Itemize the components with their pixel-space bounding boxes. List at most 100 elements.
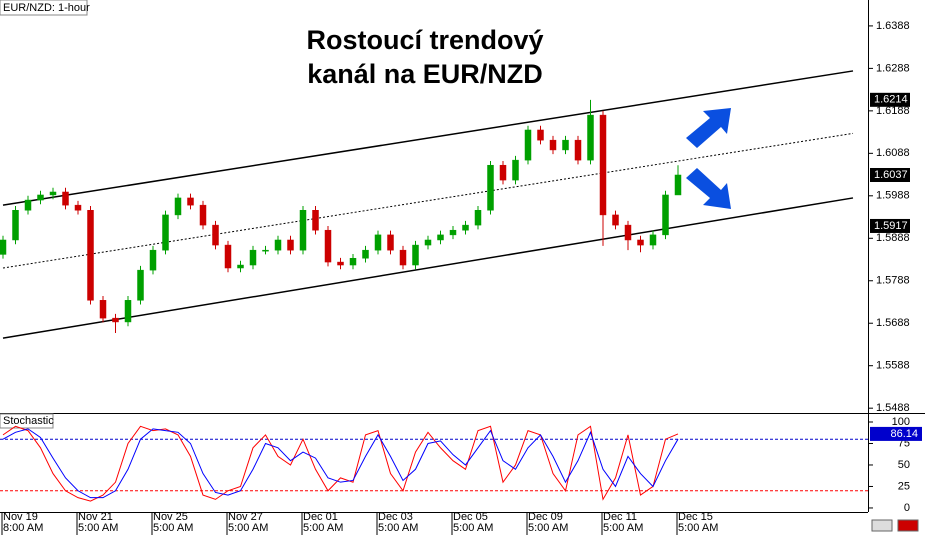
- candle-body: [637, 239, 644, 246]
- candle-body: [424, 239, 432, 246]
- candle-body: [624, 224, 632, 241]
- candle-body: [449, 229, 457, 236]
- candle-body: [512, 159, 519, 181]
- channel-line: [2, 197, 854, 339]
- candle-body: [374, 234, 382, 251]
- arrow-down: [686, 168, 731, 209]
- candle-body: [237, 264, 244, 269]
- candle-body: [587, 114, 594, 161]
- price-label: 1.5917: [874, 220, 908, 232]
- candle-body: [137, 269, 144, 301]
- x-tick-label: Dec 15: [678, 511, 713, 523]
- y-tick-label: 0: [904, 502, 910, 514]
- candle-body: [324, 229, 332, 263]
- candle-body: [112, 317, 119, 323]
- candle-body: [649, 234, 657, 246]
- chart-title: Rostoucí trendový: [306, 25, 543, 55]
- candle-body: [274, 239, 282, 251]
- candle-body: [612, 214, 619, 226]
- value-label: 86.14: [890, 428, 918, 440]
- x-tick-label: Dec 11: [603, 511, 637, 523]
- candle-body: [212, 224, 219, 246]
- candle-body: [349, 257, 357, 266]
- scroll-button[interactable]: [897, 519, 919, 532]
- x-tick-label: 5:00 AM: [153, 522, 193, 534]
- candle-body: [0, 239, 7, 255]
- candle-body: [149, 249, 157, 271]
- candle-body: [312, 209, 319, 231]
- y-tick-label: 50: [898, 459, 910, 471]
- symbol-label: EUR/NZD: 1-hour: [3, 2, 90, 14]
- indicator-box: [0, 413, 54, 429]
- x-tick-label: 5:00 AM: [78, 522, 118, 534]
- candle-body: [437, 234, 444, 241]
- candle-body: [199, 204, 207, 226]
- x-tick-label: Nov 21: [78, 511, 113, 523]
- candle-body: [549, 139, 557, 151]
- candle-body: [337, 261, 344, 266]
- x-tick-label: 5:00 AM: [303, 522, 343, 534]
- candle-body: [99, 300, 107, 319]
- candle-body: [487, 164, 494, 211]
- y-tick-label: 1.5888: [876, 232, 910, 244]
- indicator-label: Stochastic: [3, 415, 54, 427]
- x-tick-label: Dec 01: [303, 511, 338, 523]
- price-label-box: [870, 218, 910, 233]
- candle-body: [262, 249, 269, 252]
- x-tick-label: Nov 25: [153, 511, 188, 523]
- x-tick-label: Dec 09: [528, 511, 563, 523]
- candle-body: [24, 199, 32, 211]
- candle-body: [162, 214, 169, 251]
- x-tick-label: 5:00 AM: [453, 522, 493, 534]
- y-tick-label: 100: [892, 416, 910, 428]
- candle-body: [499, 164, 507, 181]
- x-tick-label: Dec 03: [378, 511, 413, 523]
- symbol-box: [0, 0, 88, 16]
- candle-body: [562, 139, 569, 151]
- y-tick-label: 25: [898, 480, 910, 492]
- candle-body: [287, 239, 294, 251]
- candle-body: [12, 209, 19, 241]
- y-tick-label: 1.6088: [876, 147, 910, 159]
- candle-body: [124, 300, 132, 323]
- arrows: [686, 108, 731, 209]
- chart-title: kanál na EUR/NZD: [307, 59, 543, 89]
- candle-body: [674, 174, 682, 196]
- candle-body: [599, 114, 607, 216]
- price-label-box: [870, 167, 910, 182]
- y-tick-label: 1.5688: [876, 317, 910, 329]
- price-label: 1.6214: [874, 94, 908, 106]
- candle-body: [299, 209, 307, 251]
- candle-body: [49, 191, 57, 196]
- stochastic-line: [2, 428, 679, 499]
- y-tick-label: 1.5988: [876, 190, 910, 202]
- x-tick-label: 5:00 AM: [378, 522, 418, 534]
- price-label-box: [870, 92, 910, 107]
- x-tick-label: 5:00 AM: [528, 522, 568, 534]
- channel-line: [2, 70, 854, 206]
- x-tick-label: Nov 27: [228, 511, 263, 523]
- candle-body: [412, 244, 419, 266]
- x-tick-label: 5:00 AM: [603, 522, 643, 534]
- x-tick-label: 5:00 AM: [678, 522, 718, 534]
- candle-body: [524, 129, 532, 161]
- x-tick-label: 8:00 AM: [3, 522, 43, 534]
- y-tick-label: 1.5788: [876, 275, 910, 287]
- y-tick-label: 1.6188: [876, 105, 910, 117]
- value-label-box: [870, 426, 922, 441]
- y-tick-label: 1.6388: [876, 20, 910, 32]
- candle-body: [387, 234, 394, 251]
- candle-body: [87, 209, 94, 301]
- candle-body: [62, 191, 69, 206]
- y-tick-label: 1.5588: [876, 360, 910, 372]
- stochastic-line: [2, 425, 679, 502]
- candle-body: [249, 249, 257, 266]
- zoom-button[interactable]: [871, 519, 893, 532]
- y-tick-label: 1.5488: [876, 402, 910, 414]
- arrow-up: [686, 108, 731, 148]
- candle-body: [174, 197, 182, 216]
- x-tick-label: Nov 19: [3, 511, 38, 523]
- candle-body: [362, 249, 369, 259]
- candle-body: [224, 244, 232, 269]
- candle-body: [74, 204, 82, 211]
